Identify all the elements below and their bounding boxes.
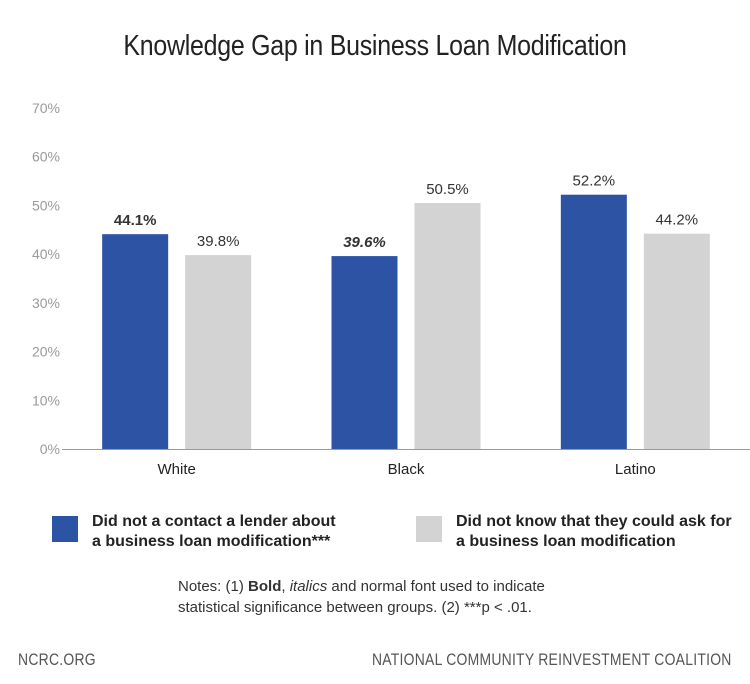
notes-bold-word: Bold <box>248 578 282 595</box>
x-axis: White Black Latino <box>62 449 750 478</box>
y-tick-label: 70% <box>32 100 60 116</box>
data-labels: 44.1% 39.8% 39.6% 50.5% 52.2% 44.2% <box>114 173 698 251</box>
data-label: 50.5% <box>426 181 469 198</box>
y-tick-label: 10% <box>32 392 60 408</box>
notes-line-2: statistical significance between groups.… <box>178 599 532 616</box>
y-tick-label: 60% <box>32 149 60 165</box>
legend-label-series-1: Did not a contact a lender about a busin… <box>92 512 336 552</box>
bar-latino-series-1 <box>560 194 627 449</box>
notes-separator: , <box>281 578 290 595</box>
bar-white-series-1 <box>102 234 169 449</box>
y-tick-label: 50% <box>32 197 60 213</box>
notes-text: and normal font used to indicate <box>327 578 545 595</box>
legend-label-line: Did not know that they could ask for <box>456 513 732 530</box>
y-tick-label: 20% <box>32 344 60 360</box>
legend-swatch-series-2 <box>416 516 442 542</box>
legend-label-series-2: Did not know that they could ask for a b… <box>456 512 732 552</box>
bar-black-series-2 <box>414 202 481 449</box>
x-tick-label: White <box>157 461 195 478</box>
x-tick-label: Black <box>388 461 425 478</box>
data-label: 44.1% <box>114 212 157 229</box>
legend-label-line: a business loan modification*** <box>92 533 331 550</box>
legend-swatch-series-1 <box>52 516 78 542</box>
legend-item-series-1: Did not a contact a lender about a busin… <box>52 512 336 552</box>
footer-organization: NATIONAL COMMUNITY REINVESTMENT COALITIO… <box>372 650 732 669</box>
y-tick-label: 0% <box>40 441 60 457</box>
legend-item-series-2: Did not know that they could ask for a b… <box>416 512 732 552</box>
bar-black-series-1 <box>331 256 398 449</box>
footer-website: NCRC.ORG <box>18 650 96 669</box>
x-tick-label: Latino <box>615 461 656 478</box>
bar-latino-series-2 <box>643 233 710 449</box>
y-tick-label: 30% <box>32 295 60 311</box>
notes-prefix: Notes: (1) <box>178 578 249 595</box>
chart-notes: Notes: (1) Bold, italics and normal font… <box>178 576 638 618</box>
data-label: 52.2% <box>573 173 616 190</box>
notes-line-1: Notes: (1) Bold, italics and normal font… <box>178 576 638 597</box>
legend-label-line: Did not a contact a lender about <box>92 513 336 530</box>
data-label: 39.6% <box>343 234 386 251</box>
data-label: 39.8% <box>197 233 240 250</box>
legend-label-line: a business loan modification <box>456 533 676 550</box>
y-axis: 0% 10% 20% 30% 40% 50% 60% 70% <box>32 100 60 457</box>
bars <box>102 194 710 449</box>
bar-chart: 0% 10% 20% 30% 40% 50% 60% 70% 44.1% 39.8% 39.6% 5… <box>32 100 750 478</box>
data-label: 44.2% <box>656 212 699 229</box>
y-tick-label: 40% <box>32 246 60 262</box>
bar-white-series-2 <box>185 255 252 449</box>
chart-title: Knowledge Gap in Business Loan Modificat… <box>123 30 627 62</box>
notes-italic-word: italics <box>289 578 328 595</box>
